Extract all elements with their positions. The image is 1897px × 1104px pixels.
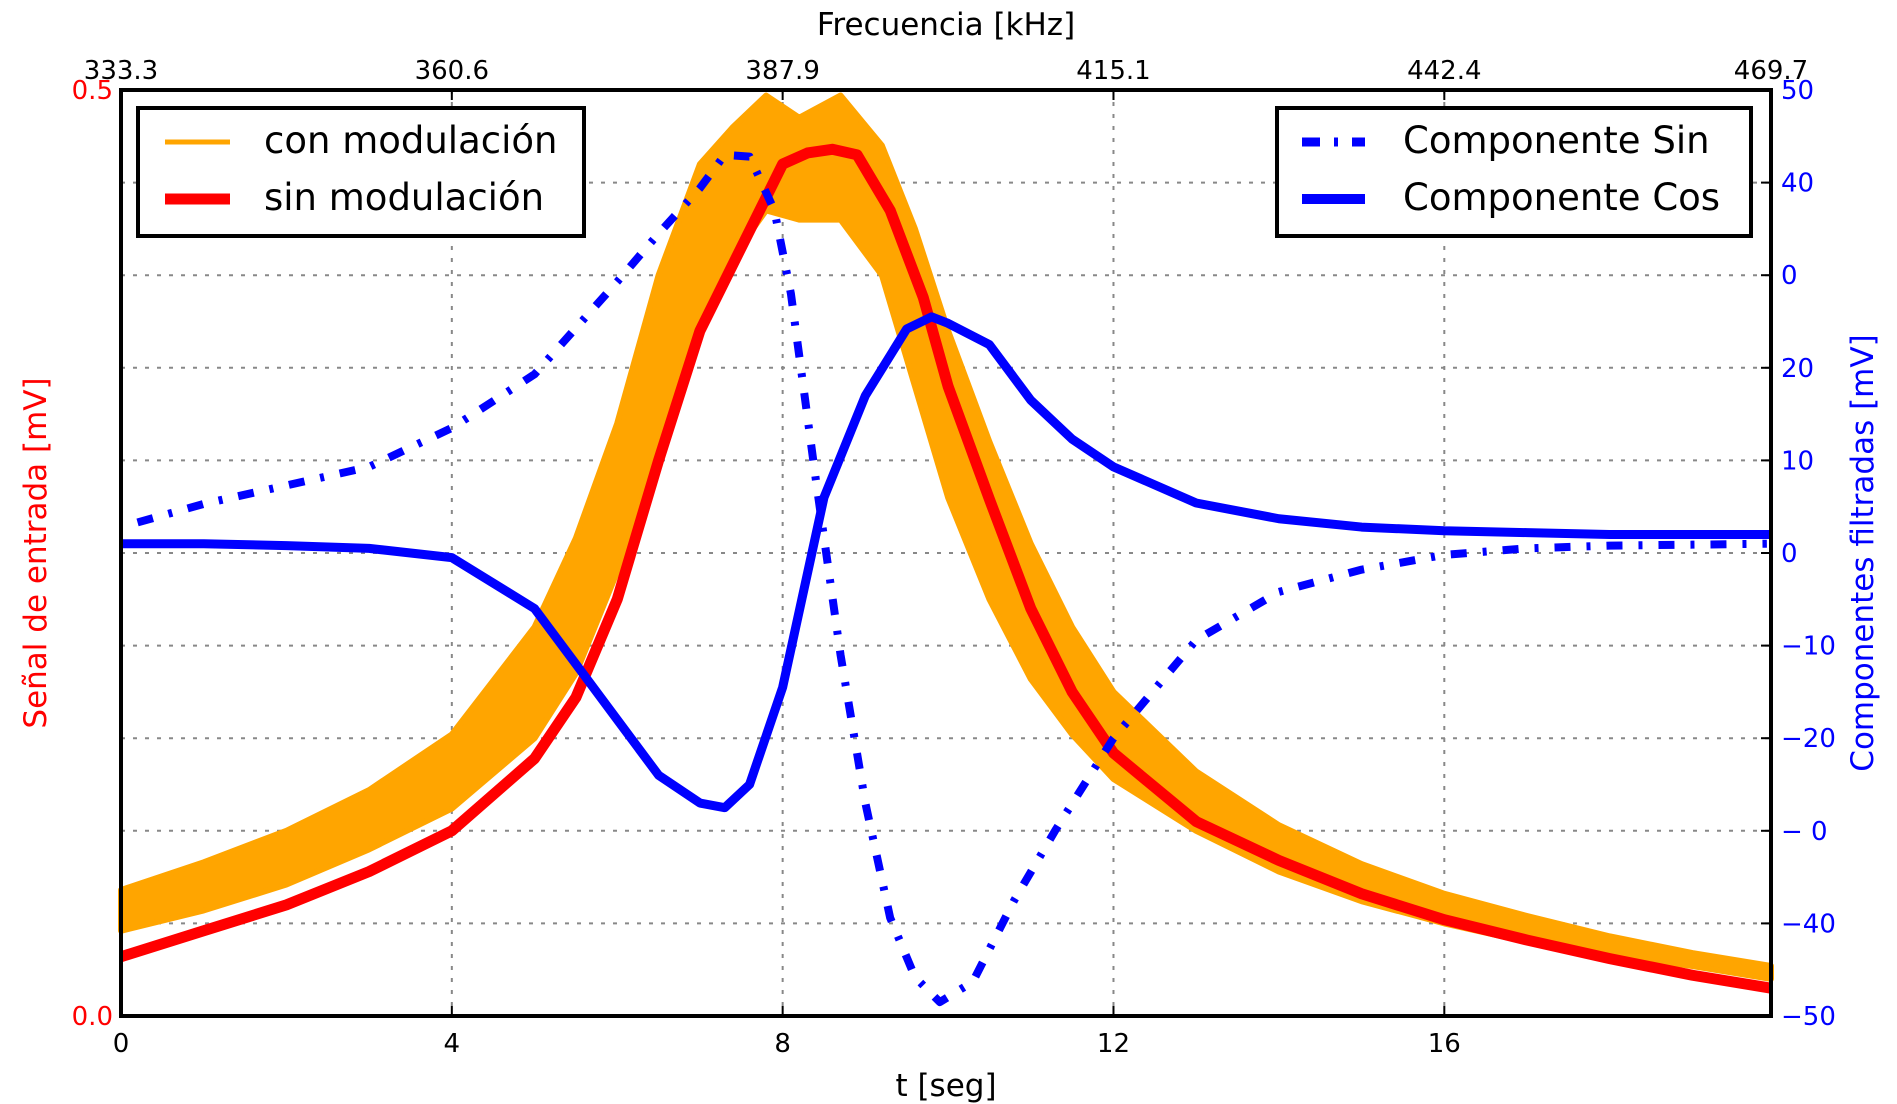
x-tick-label: 16 [1428,1029,1461,1059]
top-x-tick-label: 415.1 [1076,56,1150,86]
x-tick-label: 4 [444,1029,461,1059]
right-y-tick-label: 40 [1781,169,1814,199]
x-tick-label: 12 [1097,1029,1130,1059]
grid [121,90,1771,1016]
series-sin-modulacion [119,143,1772,994]
right-y-tick-label: 10 [1781,446,1814,476]
right-y-tick-label: 0 [1781,261,1798,291]
top-x-tick-label: 469.7 [1734,56,1808,86]
series-componente-cos [121,312,1771,813]
top-x-tick-label: 360.6 [415,56,489,86]
right-y-tick-label: 20 [1781,354,1814,384]
legend-left: con modulación sin modulación [136,106,586,238]
legend-right-box [1275,106,1753,238]
legend-label-con-modulacion: con modulación [264,119,557,162]
top-x-tick-label: 333.3 [84,56,158,86]
x-axis-title: t [seg] [895,1068,996,1104]
legend-right: Componente Sin Componente Cos [1275,106,1753,238]
top-x-tick-label: 442.4 [1407,56,1481,86]
x-tick-label: 8 [774,1029,791,1059]
right-y-tick-label: − 0 [1781,817,1828,847]
top-x-tick-label: 387.9 [745,56,819,86]
left-y-tick-label: 0.5 [72,76,113,106]
legend-label-sin-modulacion: sin modulación [264,176,544,219]
axis-ticks: 0 4 8 12 16 333.3 360.6 387.9 415.1 442.4 469.7 0.0… [72,56,1836,1059]
left-y-tick-label: 0.0 [72,1002,113,1032]
right-y-tick-label: −50 [1781,1002,1836,1032]
legend-label-componente-sin: Componente Sin [1403,119,1710,162]
top-axis-title: Frecuencia [kHz] [817,7,1075,43]
series-componente-sin [136,150,1767,1007]
x-tick-label: 0 [113,1029,130,1059]
right-y-tick-label: 0 [1781,539,1798,569]
right-axis-title: Componentes filtradas [mV] [1845,334,1881,771]
right-y-tick-label: −40 [1781,909,1836,939]
right-y-tick-label: −10 [1781,632,1836,662]
legend-left-box [136,106,586,238]
left-axis-title: Señal de entrada [mV] [18,377,54,728]
legend-label-componente-cos: Componente Cos [1403,176,1720,219]
right-y-tick-label: −20 [1781,724,1836,754]
right-y-tick-label: 50 [1781,76,1814,106]
